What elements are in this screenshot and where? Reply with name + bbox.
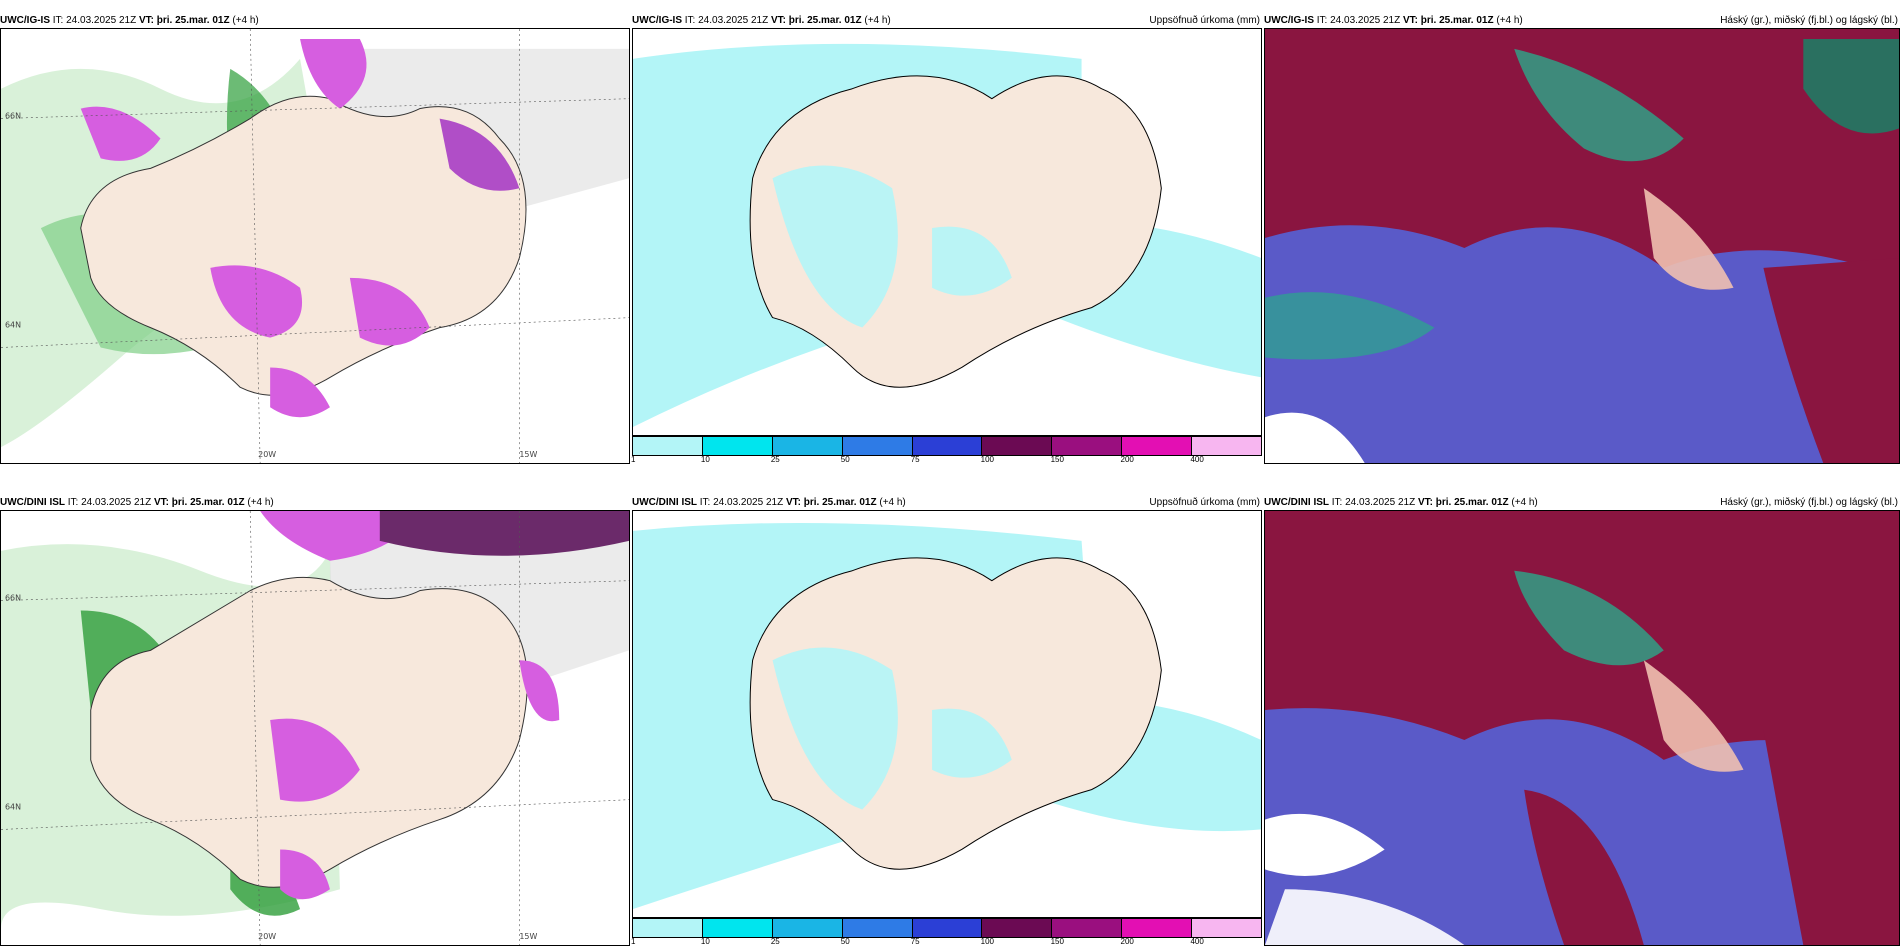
legend-tick: 50	[840, 937, 850, 946]
panel-ig-is-clouds: UWC/IG-IS IT: 24.03.2025 21Z VT: þri. 25…	[1264, 14, 1900, 464]
map-wind-svg: 20W 15W 66N 64N	[1, 511, 629, 945]
legend-swatch	[912, 437, 983, 455]
legend-swatch	[633, 919, 703, 937]
panel-title: UWC/DINI ISL IT: 24.03.2025 21Z VT: þri.…	[632, 497, 1260, 508]
legend-tick: 25	[770, 937, 780, 946]
legend-swatch	[772, 437, 843, 455]
legend-colorbar	[632, 436, 1262, 456]
map-clouds	[1264, 28, 1900, 464]
legend-tick: 400	[1190, 455, 1204, 464]
lat-label-64n: 64N	[5, 321, 21, 330]
precip-legend: 1 10 25 50 75 100 150 200 400	[631, 918, 1262, 947]
legend-swatch	[1192, 919, 1262, 937]
panel-dini-precip: UWC/DINI ISL IT: 24.03.2025 21Z VT: þri.…	[631, 496, 1262, 947]
legend-swatch	[1192, 437, 1262, 455]
legend-swatch	[633, 437, 703, 455]
legend-ticks: 1 10 25 50 75 100 150 200 400	[631, 937, 1262, 947]
legend-tick: 75	[910, 455, 920, 464]
legend-tick: 1	[631, 455, 636, 464]
legend-tick: 400	[1190, 937, 1204, 946]
lon-label-20w: 20W	[258, 450, 276, 459]
legend-ticks: 1 10 25 50 75 100 150 200 400	[631, 455, 1262, 465]
legend-tick: 200	[1120, 937, 1134, 946]
panel-dini-clouds: UWC/DINI ISL IT: 24.03.2025 21Z VT: þri.…	[1264, 496, 1900, 946]
map-clouds-svg	[1265, 511, 1899, 945]
legend-tick: 25	[770, 455, 780, 464]
legend-tick: 150	[1050, 455, 1064, 464]
map-accum-precip	[632, 28, 1262, 436]
lon-label-15w: 15W	[519, 932, 537, 941]
legend-tick: 100	[980, 937, 994, 946]
legend-swatch	[1122, 437, 1193, 455]
panel-dini-wind: UWC/DINI ISL IT: 24.03.2025 21Z VT: þri.…	[0, 496, 630, 946]
panel-title: UWC/IG-IS IT: 24.03.2025 21Z VT: þri. 25…	[632, 15, 1260, 26]
legend-swatch	[982, 437, 1053, 455]
legend-colorbar	[632, 918, 1262, 938]
legend-tick: 10	[700, 937, 710, 946]
map-clouds-svg	[1265, 29, 1899, 463]
legend-swatch	[982, 919, 1053, 937]
legend-swatch	[842, 437, 913, 455]
lat-label-66n: 66N	[5, 112, 21, 121]
legend-tick: 150	[1050, 937, 1064, 946]
lon-label-20w: 20W	[258, 932, 276, 941]
legend-tick: 10	[700, 455, 710, 464]
map-clouds	[1264, 510, 1900, 946]
legend-swatch	[912, 919, 983, 937]
legend-tick: 75	[910, 937, 920, 946]
panel-ig-is-wind: UWC/IG-IS IT: 24.03.2025 21Z VT: þri. 25…	[0, 14, 630, 464]
panel-title: UWC/DINI ISL IT: 24.03.2025 21Z VT: þri.…	[1264, 497, 1898, 508]
legend-tick: 200	[1120, 455, 1134, 464]
legend-swatch	[702, 919, 773, 937]
panel-ig-is-precip: UWC/IG-IS IT: 24.03.2025 21Z VT: þri. 25…	[631, 14, 1262, 465]
lat-label-64n: 64N	[5, 803, 21, 812]
legend-swatch	[1122, 919, 1193, 937]
legend-tick: 50	[840, 455, 850, 464]
map-precip-svg	[633, 29, 1261, 435]
map-precip-svg	[633, 511, 1261, 917]
legend-tick: 100	[980, 455, 994, 464]
panel-title: UWC/DINI ISL IT: 24.03.2025 21Z VT: þri.…	[0, 497, 274, 508]
legend-tick: 1	[631, 937, 636, 946]
map-wind-svg: 20W 15W 66N 64N	[1, 29, 629, 463]
panel-title: UWC/IG-IS IT: 24.03.2025 21Z VT: þri. 25…	[0, 15, 259, 26]
lat-label-66n: 66N	[5, 594, 21, 603]
legend-swatch	[1052, 437, 1123, 455]
legend-swatch	[1052, 919, 1123, 937]
panel-title: UWC/IG-IS IT: 24.03.2025 21Z VT: þri. 25…	[1264, 15, 1898, 26]
legend-swatch	[702, 437, 773, 455]
map-wind-precip: 20W 15W 66N 64N	[0, 510, 630, 946]
lon-label-15w: 15W	[519, 450, 537, 459]
map-wind-precip: 20W 15W 66N 64N	[0, 28, 630, 464]
precip-legend: 1 10 25 50 75 100 150 200 400	[631, 436, 1262, 465]
map-accum-precip	[632, 510, 1262, 918]
legend-swatch	[772, 919, 843, 937]
legend-swatch	[842, 919, 913, 937]
